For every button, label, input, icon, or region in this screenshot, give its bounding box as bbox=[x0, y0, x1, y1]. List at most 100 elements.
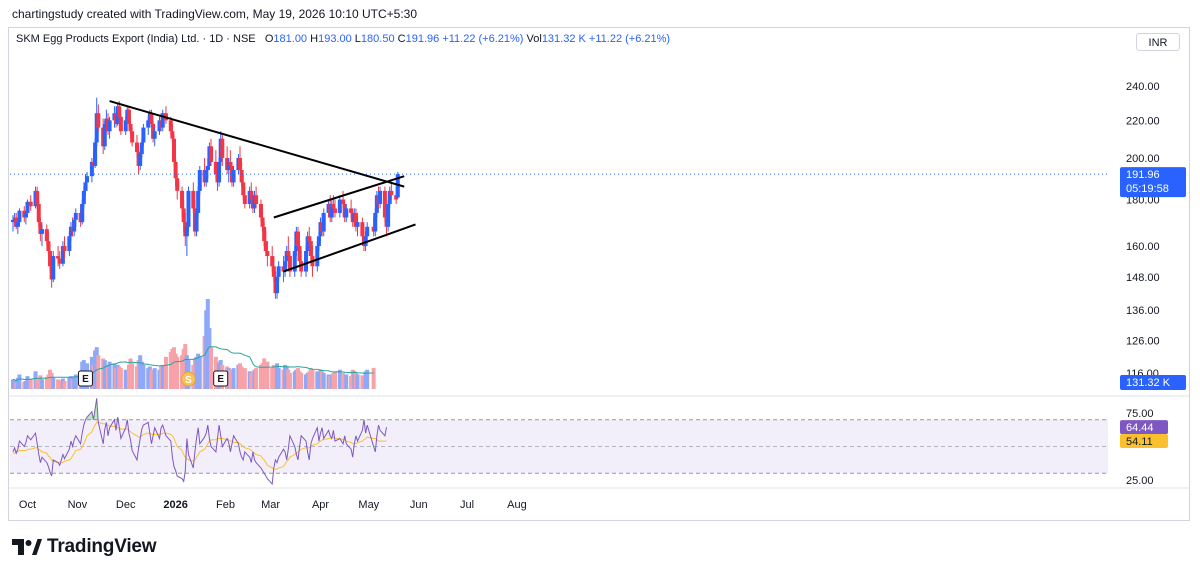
volume-bar bbox=[287, 372, 292, 389]
candle-body bbox=[209, 146, 214, 162]
candle-body bbox=[60, 246, 65, 264]
chart-credit: chartingstudy created with TradingView.c… bbox=[12, 7, 418, 21]
candle-body bbox=[126, 109, 131, 124]
time-axis-label: Jul bbox=[460, 499, 474, 511]
price-tick-label: 148.00 bbox=[1126, 272, 1160, 284]
volume-bar bbox=[310, 369, 315, 389]
legend-high: 193.00 bbox=[318, 33, 352, 45]
rsi-ma-line bbox=[13, 421, 387, 470]
candle-body bbox=[204, 169, 209, 183]
earnings-event-label: E bbox=[217, 374, 224, 385]
candle-body bbox=[93, 142, 98, 166]
candle-body bbox=[238, 157, 243, 170]
volume-bar bbox=[276, 368, 281, 389]
candle-body bbox=[295, 231, 300, 247]
volume-bar bbox=[28, 379, 33, 389]
candle-body bbox=[276, 266, 281, 277]
candle-body bbox=[382, 190, 387, 218]
candle-body bbox=[263, 241, 268, 252]
candle-body bbox=[333, 208, 337, 213]
candle-body bbox=[353, 212, 358, 227]
trendline-channel-lower bbox=[283, 223, 416, 273]
candle-body bbox=[48, 251, 53, 267]
candle-body bbox=[304, 251, 309, 272]
candle-body bbox=[62, 246, 67, 252]
candle-body bbox=[331, 203, 336, 209]
candle-body bbox=[94, 113, 99, 143]
price-tick-label: 240.00 bbox=[1126, 81, 1160, 93]
candle-body bbox=[271, 266, 276, 277]
countdown-label: 05:19:58 bbox=[1126, 183, 1169, 195]
candle-body bbox=[217, 161, 222, 183]
candle-body bbox=[15, 222, 20, 227]
volume-bar bbox=[371, 367, 376, 389]
volume-bar bbox=[333, 371, 337, 389]
candle-body bbox=[80, 203, 85, 223]
candle-body bbox=[270, 256, 275, 267]
volume-bar bbox=[254, 368, 259, 389]
candle-body bbox=[83, 182, 88, 191]
candle-body bbox=[262, 226, 267, 242]
legend-symbol[interactable]: SKM Egg Products Export (India) Ltd. · 1… bbox=[16, 33, 256, 45]
chart-frame bbox=[8, 27, 1190, 521]
candle-body bbox=[149, 113, 154, 124]
volume-bar bbox=[344, 374, 349, 389]
candle-body bbox=[231, 169, 236, 183]
legend-close: 191.96 bbox=[405, 33, 440, 45]
legend-vol-change: +11.22 (+6.21%) bbox=[588, 33, 671, 45]
candle-body bbox=[67, 236, 72, 252]
legend-vol-label: Vol bbox=[526, 33, 542, 45]
volume-bar bbox=[152, 368, 157, 389]
candle-body bbox=[168, 120, 173, 132]
volume-bar bbox=[141, 364, 146, 389]
candle-body bbox=[286, 251, 291, 257]
volume-bar bbox=[107, 361, 112, 389]
candle-body bbox=[44, 229, 49, 242]
candle-body bbox=[228, 161, 233, 166]
earnings-event-marker bbox=[77, 370, 93, 387]
last-price-badge bbox=[1120, 167, 1186, 198]
candle-body bbox=[258, 203, 263, 218]
candle-body bbox=[186, 190, 191, 227]
rsi-tick-label: 25.00 bbox=[1126, 475, 1154, 487]
candle-body bbox=[170, 131, 175, 139]
tradingview-logo-icon bbox=[12, 539, 42, 555]
candle-body bbox=[139, 142, 144, 155]
candle-body bbox=[160, 113, 165, 128]
candle-body bbox=[196, 190, 201, 213]
brand-name: TradingView bbox=[47, 536, 157, 557]
candle-body bbox=[249, 190, 254, 200]
candle-body bbox=[307, 236, 312, 242]
candle-body bbox=[239, 169, 244, 183]
volume-ma-line bbox=[12, 346, 374, 382]
currency-button[interactable]: INR bbox=[1136, 33, 1180, 51]
rsi-overbought-fill bbox=[93, 398, 99, 420]
candle-body bbox=[205, 165, 210, 170]
volume-last-label: 131.32 K bbox=[1126, 377, 1171, 389]
candle-body bbox=[118, 116, 123, 132]
volume-bar bbox=[321, 372, 326, 389]
candle-body bbox=[226, 161, 231, 170]
time-axis-label: Mar bbox=[261, 499, 280, 511]
time-axis-label: 2026 bbox=[163, 499, 187, 511]
volume-bar bbox=[130, 363, 135, 389]
time-axis-label: Aug bbox=[507, 499, 527, 511]
candle-body bbox=[374, 195, 379, 213]
candle-body bbox=[38, 222, 43, 234]
volume-bar bbox=[57, 380, 62, 389]
candle-body bbox=[191, 190, 196, 209]
price-tick-label: 126.00 bbox=[1126, 335, 1160, 347]
volume-bar bbox=[175, 356, 180, 389]
time-axis-label: Jun bbox=[410, 499, 428, 511]
candle-body bbox=[213, 161, 218, 175]
volume-bar bbox=[365, 369, 370, 389]
candle-body bbox=[242, 195, 247, 204]
candle-body bbox=[128, 123, 133, 132]
tradingview-brand[interactable]: TradingView bbox=[12, 536, 157, 558]
candle-body bbox=[180, 190, 185, 209]
candle-body bbox=[241, 182, 246, 196]
candle-body bbox=[305, 236, 310, 252]
candle-body bbox=[56, 256, 61, 259]
price-tick-label: 136.00 bbox=[1126, 305, 1160, 317]
